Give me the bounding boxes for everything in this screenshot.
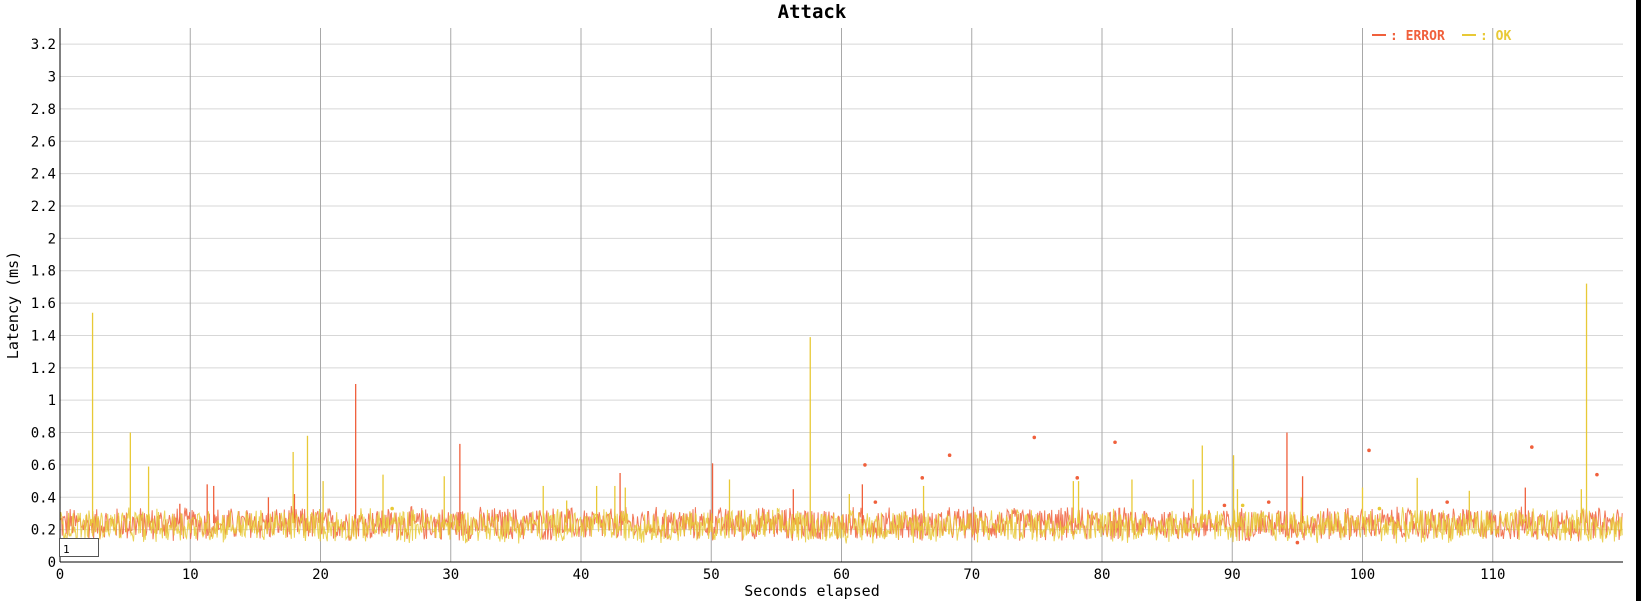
x-tick-label: 20: [312, 567, 329, 583]
x-tick-label: 30: [442, 567, 459, 583]
x-tick-label: 110: [1480, 567, 1505, 583]
point-error: [873, 500, 878, 504]
y-tick-label: 0.8: [31, 426, 56, 442]
point-error: [1295, 540, 1300, 545]
y-tick-label: 1.8: [31, 264, 56, 280]
x-axis-label: Seconds elapsed: [744, 582, 879, 600]
y-tick-label: 0.6: [31, 458, 56, 474]
y-tick-label: 1: [48, 393, 56, 409]
point-ok: [1377, 506, 1382, 511]
point-ok: [390, 506, 394, 511]
x-tick-label: 70: [963, 567, 980, 583]
point-error: [920, 476, 925, 480]
y-tick-label: 1.6: [31, 296, 56, 312]
series-layer: [59, 283, 1623, 545]
series-line-ok: [59, 507, 1623, 544]
point-ok: [1240, 503, 1245, 508]
y-tick-label: 0: [48, 555, 56, 571]
point-error: [1367, 448, 1371, 453]
y-tick-label: 0.2: [31, 523, 56, 539]
x-tick-label: 90: [1224, 567, 1241, 583]
point-error: [1032, 435, 1037, 440]
point-error: [1266, 500, 1271, 504]
window-edge-bar: [1636, 0, 1641, 601]
y-tick-label: 3: [48, 70, 56, 86]
rolling-period-input[interactable]: [59, 538, 99, 557]
axes: [59, 28, 1623, 563]
y-axis-label: Latency (ms): [4, 251, 22, 359]
legend-label-ok: : OK: [1480, 29, 1511, 44]
x-tick-label: 50: [703, 567, 720, 583]
y-tick-label: 2.4: [31, 167, 56, 183]
point-error: [1595, 472, 1599, 477]
y-tick-label: 1.4: [31, 328, 56, 344]
chart-title: Attack: [778, 1, 847, 23]
x-tick-label: 10: [182, 567, 199, 583]
point-error: [947, 453, 952, 458]
point-error: [1113, 440, 1117, 445]
legend: : ERROR : OK: [1372, 29, 1511, 44]
series-ok: [59, 283, 1623, 544]
legend-label-error: : ERROR: [1390, 29, 1445, 44]
y-tick-label: 3.2: [31, 37, 56, 53]
x-tick-label: 0: [56, 567, 64, 583]
y-tick-label: 2.2: [31, 199, 56, 215]
y-tick-label: 2.6: [31, 134, 56, 150]
point-error: [1530, 445, 1534, 449]
x-tick-label: 80: [1094, 567, 1111, 583]
point-error: [1445, 500, 1449, 504]
x-tick-label: 60: [833, 567, 850, 583]
x-tick-label: 40: [573, 567, 590, 583]
point-error: [1222, 503, 1227, 508]
point-error: [1075, 476, 1080, 480]
x-tick-label: 100: [1350, 567, 1375, 583]
y-tick-label: 0.4: [31, 490, 56, 506]
grid-lines: [60, 28, 1623, 562]
y-tick-label: 1.2: [31, 361, 56, 377]
tick-labels: 0 0.2 0.4 0.6 0.8 1 1.2 1.4 1.6 1.8 2 2.2 2.4 2.6 2.8 3…: [31, 37, 1506, 583]
y-tick-label: 2: [48, 231, 56, 247]
y-tick-label: 2.8: [31, 102, 56, 118]
point-error: [863, 463, 867, 467]
